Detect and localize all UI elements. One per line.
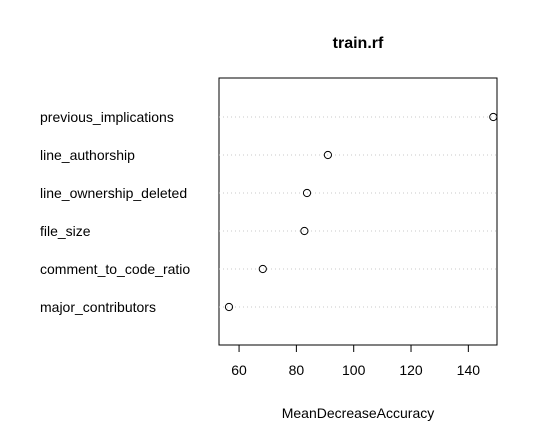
data-points [225, 113, 497, 310]
category-label: comment_to_code_ratio [40, 261, 190, 277]
x-tick-label: 100 [342, 362, 366, 378]
category-label: file_size [40, 223, 91, 239]
category-label: line_ownership_deleted [40, 185, 187, 201]
data-point [259, 265, 266, 272]
x-tick-label: 80 [289, 362, 305, 378]
plot-frame [219, 78, 497, 345]
category-label: previous_implications [40, 109, 174, 125]
grid-lines [219, 117, 497, 307]
data-point [301, 227, 308, 234]
category-label: line_authorship [40, 147, 135, 163]
category-label: major_contributors [40, 299, 156, 315]
x-axis: 60 80 100 120 140 [231, 345, 480, 378]
x-tick-label: 120 [399, 362, 423, 378]
x-tick-label: 140 [457, 362, 481, 378]
chart-title: train.rf [333, 35, 384, 52]
category-labels: previous_implications line_authorshipline… [40, 109, 190, 315]
x-axis-label: MeanDecreaseAccuracy [282, 405, 435, 421]
x-tick-label: 60 [231, 362, 247, 378]
